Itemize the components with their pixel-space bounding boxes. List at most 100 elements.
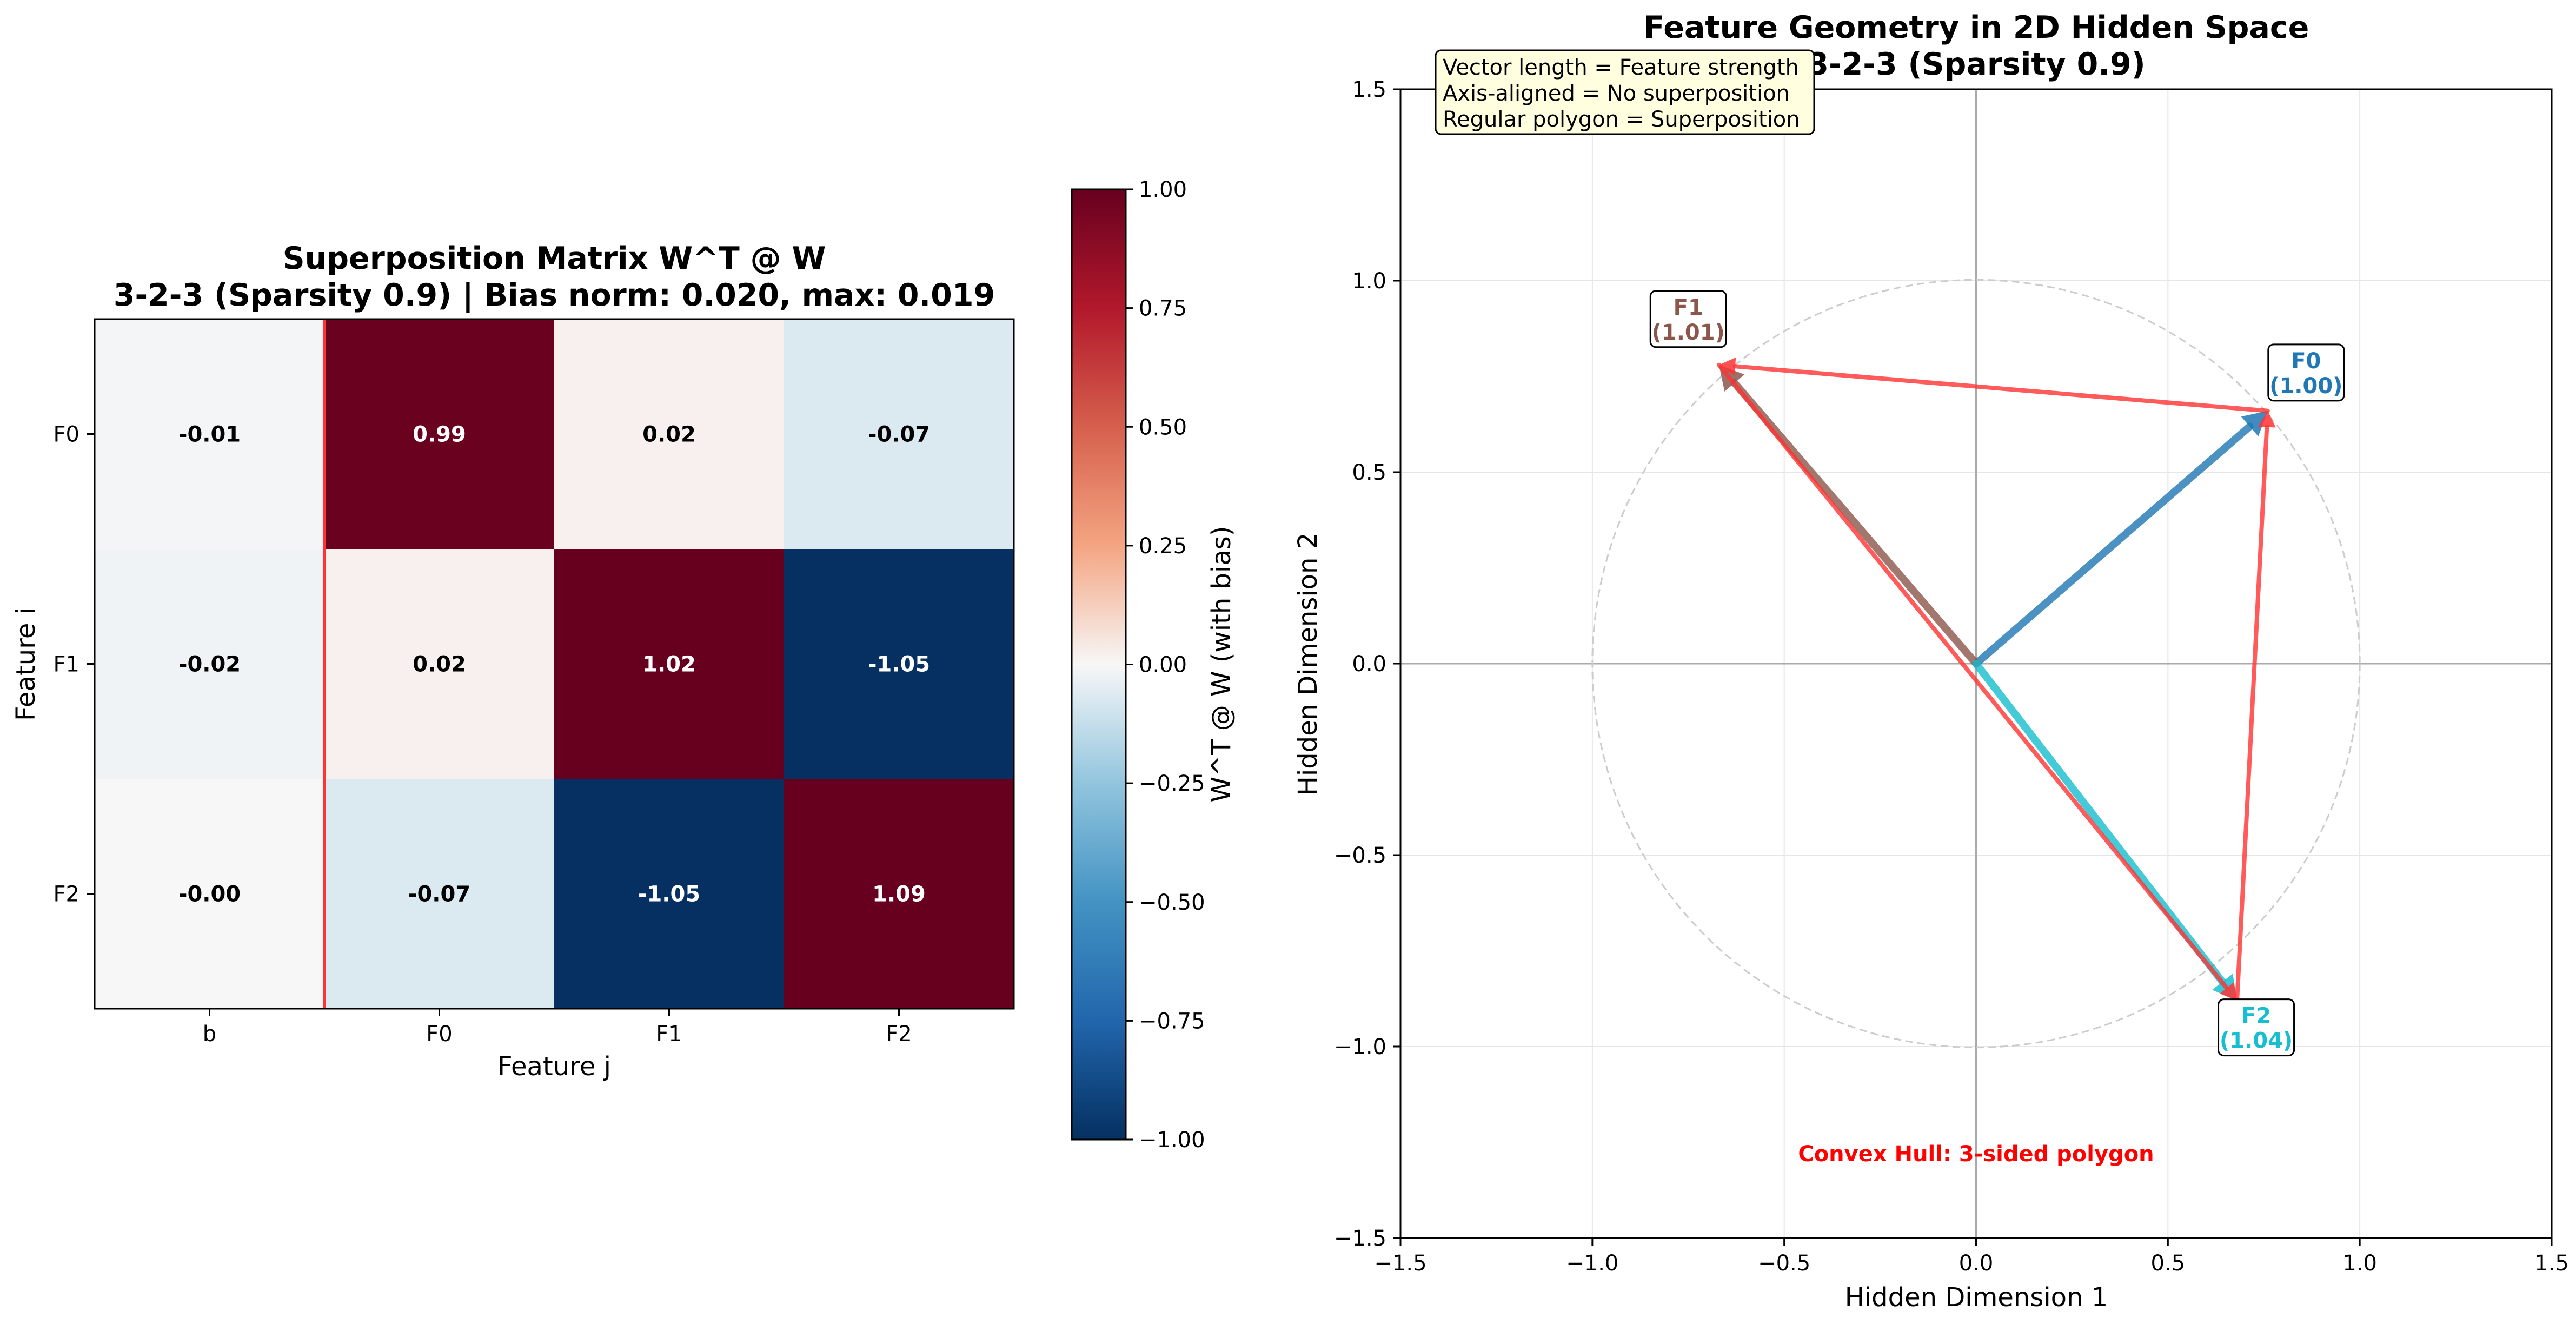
colorbar-gradient	[1071, 188, 1127, 1141]
heatmap-y-ticks: F0 F1 F2	[54, 422, 95, 907]
geometry-title: Feature Geometry in 2D Hidden Space	[1644, 10, 2309, 45]
heatmap-cell	[554, 779, 785, 1009]
colorbar-tick-label: 0.00	[1139, 653, 1187, 678]
feature-vectors	[1719, 365, 2268, 1001]
heatmap-cell-value: 1.02	[642, 652, 696, 677]
geometry-chart: Feature Geometry in 2D Hidden Space 3-2-…	[1293, 10, 2569, 1313]
geometry-y-tick-label: −0.5	[1334, 843, 1386, 868]
heatmap-x-tick-label: F2	[886, 1022, 912, 1047]
heatmap-cell	[784, 779, 1014, 1009]
geometry-y-tick-label: −1.0	[1334, 1035, 1386, 1060]
convex-hull-edge-shaft	[1717, 362, 2229, 990]
heatmap-cell	[324, 319, 555, 550]
heatmap-cell-value: -0.00	[178, 882, 241, 907]
geometry-y-tick-label: 1.0	[1352, 269, 1386, 294]
heatmap-y-tick-label: F1	[54, 652, 79, 677]
geometry-y-axis-label: Hidden Dimension 2	[1293, 533, 1323, 796]
heatmap-cell	[554, 319, 785, 550]
heatmap-cell	[784, 319, 1014, 550]
geometry-y-tick-label: −1.5	[1334, 1226, 1386, 1251]
geometry-x-tick-label: −1.5	[1374, 1251, 1426, 1276]
heatmap-title: Superposition Matrix W^T @ W	[283, 241, 826, 276]
heatmap-subtitle: 3-2-3 (Sparsity 0.9) | Bias norm: 0.020,…	[114, 277, 995, 314]
geometry-y-ticks: 1.5 1.0 0.5 0.0 −0.5 −1.0 −1.5	[1334, 77, 1400, 1251]
heatmap-cell	[95, 549, 325, 779]
geometry-x-tick-label: 0.0	[1959, 1251, 1994, 1276]
heatmap-cell	[95, 779, 325, 1009]
info-box-background	[1435, 49, 1815, 135]
feature-label-box	[2218, 998, 2295, 1057]
feature-label-box	[2267, 343, 2345, 402]
convex-hull	[1717, 357, 2276, 1003]
heatmap-cell-value: -0.02	[178, 652, 241, 677]
feature-label-name: F2	[2241, 1004, 2271, 1029]
colorbar-tick-label: 0.50	[1139, 415, 1187, 440]
colorbar-ticks: 1.00 0.75 0.50 0.25 0.00 −0.25 −0.50 −0.75 −1.00	[1126, 177, 1205, 1153]
convex-hull-label: Convex Hull: 3-sided polygon	[1798, 1142, 2154, 1167]
feature-vector-f1-shaft	[1730, 379, 1980, 667]
unit-circle	[1591, 279, 2361, 1049]
colorbar-tick-label: −0.50	[1139, 890, 1205, 915]
info-line-2: Axis-aligned = No superposition	[1443, 81, 1790, 106]
geometry-x-tick-label: 0.5	[2151, 1251, 2186, 1276]
info-box: Vector length = Feature strength Axis-al…	[1435, 49, 1815, 135]
heatmap-cell	[554, 549, 785, 779]
heatmap-cell-value: 0.99	[413, 422, 466, 447]
feature-label-norm: (1.00)	[2269, 374, 2342, 399]
feature-label-box	[1649, 290, 1727, 348]
convex-hull-edge-head	[2258, 411, 2276, 428]
heatmap-x-tick-label: b	[203, 1022, 216, 1047]
heatmap-cell-value: 0.02	[413, 652, 466, 677]
feature-label-name: F0	[2291, 349, 2321, 374]
feature-label-name: F1	[1674, 295, 1703, 320]
heatmap-cells	[95, 319, 1014, 1009]
feature-label-norm: (1.04)	[2220, 1029, 2293, 1054]
feature-vector-labels: F0(1.00) F1(1.01) F2(1.04)	[1649, 290, 2345, 1057]
geometry-x-tick-label: 1.0	[2342, 1251, 2377, 1276]
geometry-x-axis-label: Hidden Dimension 1	[1845, 1282, 2108, 1313]
feature-label-norm: (1.01)	[1652, 320, 1725, 345]
info-line-3: Regular polygon = Superposition	[1443, 107, 1800, 132]
heatmap-cell-value: -0.01	[178, 422, 241, 447]
feature-vector-f0-head	[2241, 411, 2268, 436]
geometry-x-ticks: −1.5 −1.0 −0.5 0.0 0.5 1.0 1.5	[1374, 1238, 2569, 1276]
heatmap-cell-value: -0.07	[408, 882, 470, 907]
geometry-x-tick-label: −1.0	[1566, 1251, 1618, 1276]
heatmap-x-axis-label: Feature j	[497, 1051, 611, 1082]
heatmap-cell-value: 0.02	[642, 422, 696, 447]
heatmap-y-axis-label: Feature i	[11, 607, 41, 721]
heatmap-chart: Superposition Matrix W^T @ W 3-2-3 (Spar…	[11, 241, 1015, 1082]
geometry-y-tick-label: 0.5	[1352, 460, 1386, 485]
heatmap-cell-labels: -0.01 0.99 0.02 -0.07 -0.02 0.02 1.02 -1.05 -0.0…	[178, 422, 930, 907]
colorbar-tick-label: −0.75	[1139, 1009, 1205, 1034]
heatmap-x-ticks: b F0 F1 F2	[203, 1009, 912, 1047]
geometry-subtitle: 3-2-3 (Sparsity 0.9)	[1807, 47, 2145, 82]
heatmap-cell-value: -1.05	[868, 652, 930, 677]
feature-vector-f2-shaft	[1972, 660, 2227, 986]
geometry-x-tick-label: 1.5	[2534, 1251, 2569, 1276]
convex-hull-edge-head	[1719, 357, 1736, 375]
heatmap-x-tick-label: F1	[656, 1022, 682, 1047]
convex-hull-edge-shaft	[2235, 425, 2269, 1003]
feature-vector-f0-shaft	[1972, 422, 2254, 667]
heatmap-cell-value: -0.07	[868, 422, 930, 447]
heatmap-x-tick-label: F0	[426, 1022, 452, 1047]
colorbar-tick-label: −1.00	[1139, 1128, 1205, 1153]
heatmap-cell	[324, 549, 555, 779]
geometry-y-tick-label: 0.0	[1352, 652, 1386, 677]
heatmap-cell-value: 1.09	[872, 882, 926, 907]
colorbar: 1.00 0.75 0.50 0.25 0.00 −0.25 −0.50 −0.75 −1.00…	[1071, 177, 1237, 1153]
convex-hull-edge-head	[2220, 982, 2238, 1001]
heatmap-cell	[324, 779, 555, 1009]
colorbar-tick-label: −0.25	[1139, 771, 1205, 796]
geometry-y-tick-label: 1.5	[1352, 77, 1386, 102]
colorbar-tick-label: 0.25	[1139, 534, 1187, 559]
info-line-1: Vector length = Feature strength	[1443, 55, 1799, 80]
geometry-x-tick-label: −0.5	[1758, 1251, 1810, 1276]
colorbar-tick-label: 1.00	[1139, 177, 1187, 202]
heatmap-cell	[95, 319, 325, 550]
heatmap-y-tick-label: F0	[54, 422, 79, 447]
colorbar-tick-label: 0.75	[1139, 296, 1187, 321]
heatmap-cell-value: -1.05	[638, 882, 700, 907]
convex-hull-edge-shaft	[1732, 364, 2270, 413]
